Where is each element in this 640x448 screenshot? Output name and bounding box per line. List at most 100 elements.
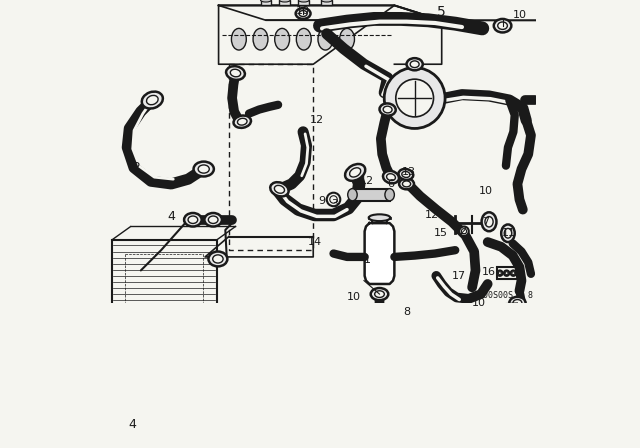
Text: 12: 12 (424, 210, 438, 220)
Text: 13: 13 (403, 168, 416, 177)
Circle shape (396, 79, 433, 117)
Polygon shape (365, 223, 394, 284)
Ellipse shape (147, 95, 158, 105)
Ellipse shape (188, 216, 198, 224)
Text: 3: 3 (332, 199, 339, 209)
Ellipse shape (371, 288, 388, 300)
Text: 4: 4 (167, 210, 175, 223)
Bar (260, 0, 271, 5)
Text: 10: 10 (347, 293, 361, 302)
Ellipse shape (204, 213, 222, 227)
Circle shape (461, 228, 467, 234)
Text: 16: 16 (482, 267, 496, 277)
Circle shape (460, 227, 468, 236)
Text: 15: 15 (433, 228, 447, 238)
Ellipse shape (501, 224, 515, 242)
Ellipse shape (299, 11, 307, 17)
Ellipse shape (369, 214, 390, 221)
Text: 12: 12 (454, 226, 468, 236)
Text: 12: 12 (360, 176, 374, 186)
Ellipse shape (385, 189, 394, 201)
Text: 9: 9 (318, 197, 325, 207)
Ellipse shape (212, 255, 223, 263)
Ellipse shape (275, 185, 285, 193)
Circle shape (330, 196, 337, 203)
Text: 4: 4 (128, 418, 136, 431)
Text: 000S00S · 8: 000S00S · 8 (478, 290, 533, 300)
Ellipse shape (209, 216, 218, 224)
Ellipse shape (399, 169, 413, 180)
Ellipse shape (485, 216, 493, 227)
Ellipse shape (193, 162, 214, 177)
Ellipse shape (340, 28, 355, 50)
Ellipse shape (234, 116, 251, 128)
Text: 12: 12 (310, 115, 324, 125)
Ellipse shape (380, 103, 396, 116)
Bar (353, 189, 390, 201)
Text: 10: 10 (472, 298, 486, 308)
Ellipse shape (270, 182, 289, 196)
Ellipse shape (481, 212, 497, 231)
Ellipse shape (402, 172, 410, 177)
Ellipse shape (237, 118, 247, 125)
Text: 11: 11 (502, 228, 516, 238)
Ellipse shape (296, 28, 311, 50)
Text: 7: 7 (482, 217, 489, 227)
Ellipse shape (504, 228, 511, 238)
Ellipse shape (494, 19, 511, 32)
Ellipse shape (403, 181, 411, 187)
Ellipse shape (349, 168, 361, 177)
Ellipse shape (406, 58, 423, 70)
Circle shape (511, 271, 516, 276)
Ellipse shape (513, 300, 522, 306)
Ellipse shape (345, 164, 365, 181)
Ellipse shape (275, 28, 289, 50)
Text: 1: 1 (364, 255, 371, 265)
Ellipse shape (387, 174, 396, 181)
Ellipse shape (296, 8, 310, 19)
Text: 10: 10 (296, 6, 310, 17)
Text: 17: 17 (452, 271, 466, 281)
Text: 6: 6 (387, 179, 394, 189)
Circle shape (497, 271, 502, 276)
Circle shape (504, 271, 509, 276)
Bar (298, 0, 309, 5)
Ellipse shape (498, 22, 508, 30)
Circle shape (384, 68, 445, 129)
Ellipse shape (280, 0, 291, 2)
Ellipse shape (509, 297, 525, 309)
Ellipse shape (198, 165, 209, 173)
Ellipse shape (383, 106, 392, 113)
Ellipse shape (374, 291, 385, 297)
Circle shape (327, 193, 340, 206)
Ellipse shape (230, 69, 241, 77)
Ellipse shape (383, 171, 399, 183)
Text: 3: 3 (227, 100, 234, 110)
Text: 8: 8 (403, 307, 410, 317)
Ellipse shape (410, 61, 419, 68)
Circle shape (512, 271, 515, 275)
Text: 10: 10 (479, 185, 493, 196)
Bar (497, 267, 519, 279)
Ellipse shape (348, 189, 357, 201)
Ellipse shape (399, 178, 414, 190)
Ellipse shape (253, 28, 268, 50)
Bar (112, 240, 216, 320)
Ellipse shape (209, 251, 227, 267)
Ellipse shape (232, 28, 246, 50)
Circle shape (505, 271, 508, 275)
Ellipse shape (298, 0, 309, 2)
Ellipse shape (321, 0, 332, 2)
Ellipse shape (184, 213, 202, 227)
Text: 10: 10 (513, 10, 527, 20)
Text: 5: 5 (437, 5, 446, 19)
Bar (280, 0, 291, 5)
Circle shape (499, 271, 501, 275)
Ellipse shape (260, 0, 271, 2)
Bar (321, 0, 332, 5)
Text: 2: 2 (132, 161, 140, 174)
Text: 14: 14 (308, 237, 322, 247)
Ellipse shape (318, 28, 333, 50)
Ellipse shape (226, 66, 245, 80)
Ellipse shape (142, 91, 163, 108)
